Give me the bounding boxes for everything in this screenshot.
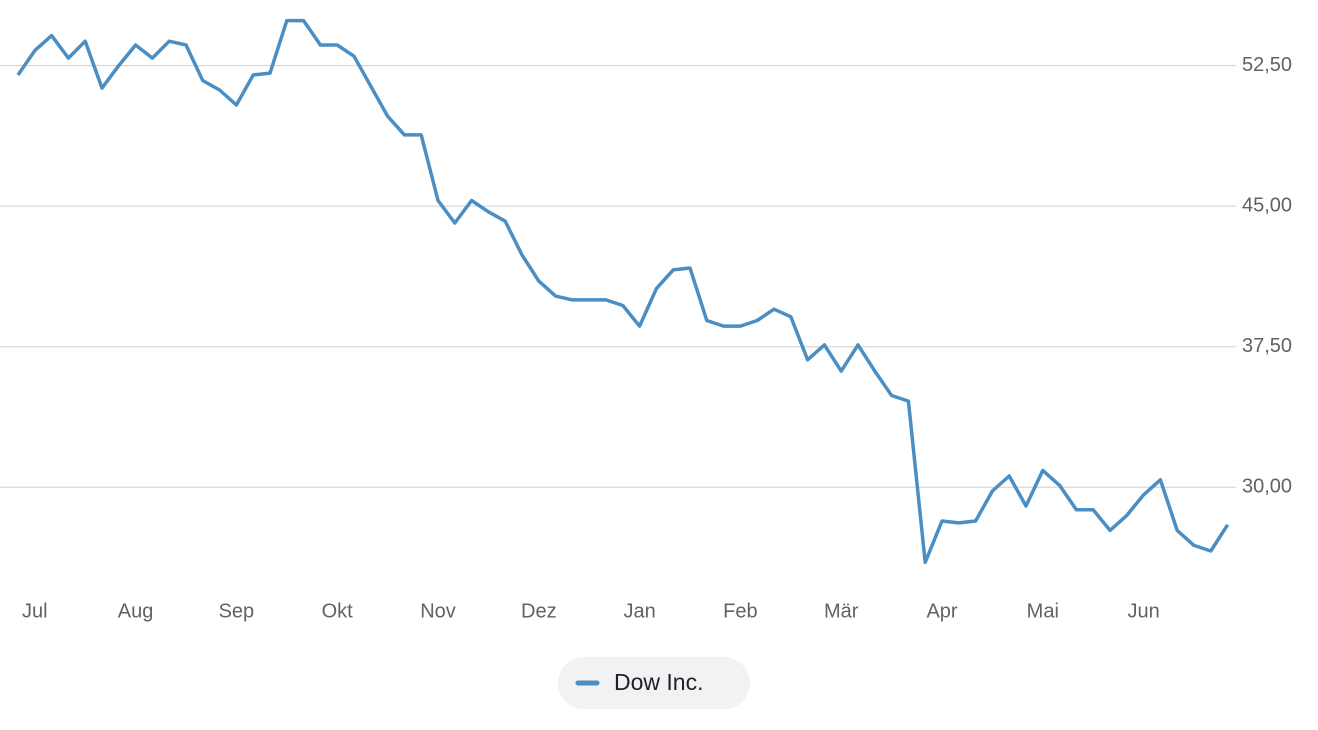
y-tick-label: 30,00 (1242, 476, 1292, 498)
legend-pill[interactable] (558, 657, 750, 709)
x-tick-label: Jun (1127, 600, 1159, 622)
y-tick-label: 45,00 (1242, 194, 1292, 216)
x-tick-label: Jul (22, 600, 48, 622)
x-tick-label: Nov (420, 600, 456, 622)
x-tick-label: Mai (1027, 600, 1059, 622)
x-tick-label: Sep (219, 600, 255, 622)
legend-label[interactable]: Dow Inc. (614, 669, 703, 695)
x-tick-label: Apr (926, 600, 957, 622)
price-line (16, 18, 1230, 565)
y-tick-label: 52,50 (1242, 54, 1292, 76)
x-tick-label: Okt (322, 600, 354, 622)
y-tick-label: 37,50 (1242, 335, 1292, 357)
x-tick-label: Aug (118, 600, 154, 622)
x-tick-label: Jan (623, 600, 655, 622)
x-tick-label: Feb (723, 600, 757, 622)
x-tick-label: Dez (521, 600, 557, 622)
x-tick-label: Mär (824, 600, 859, 622)
